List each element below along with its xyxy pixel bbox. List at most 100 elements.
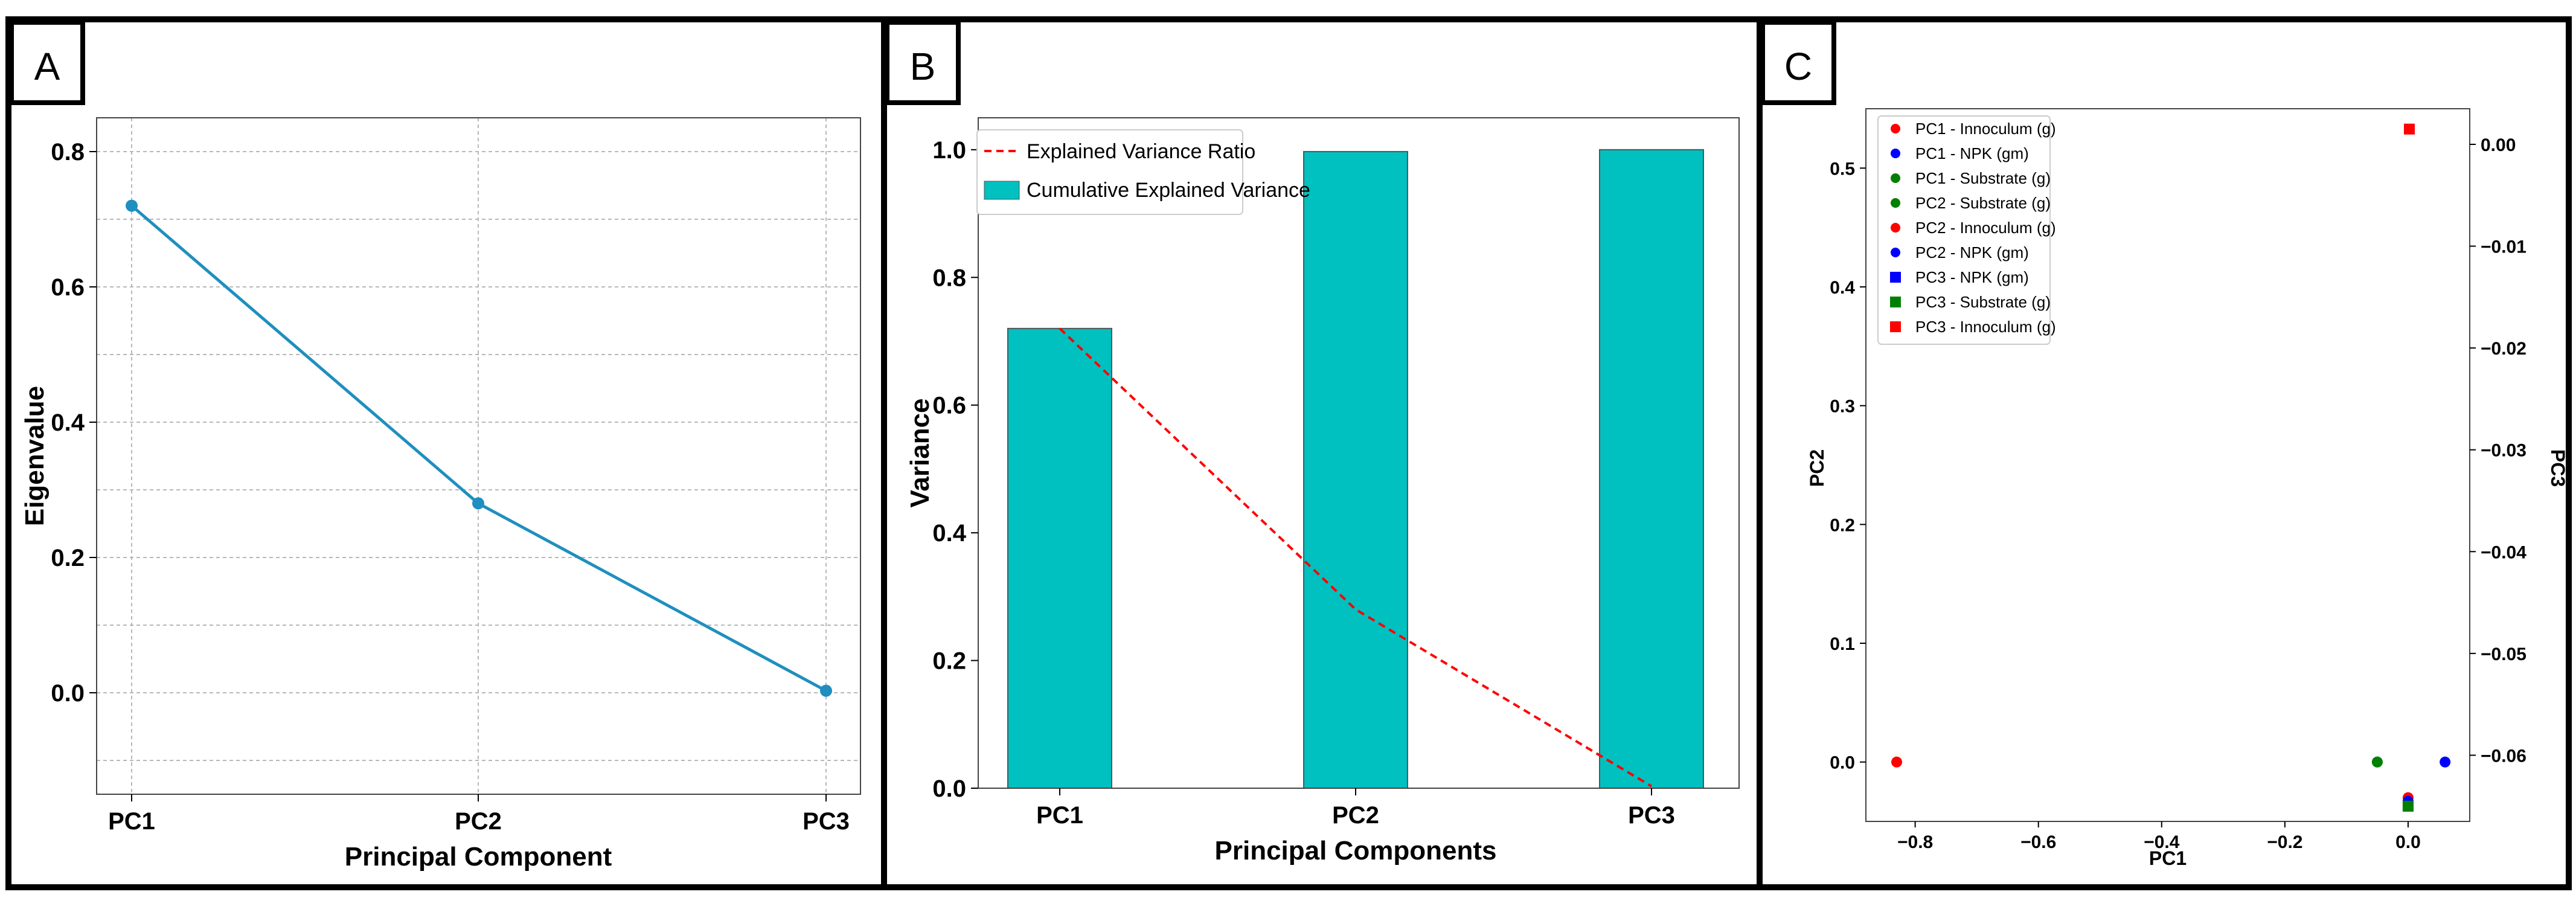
chart-a-ytick-label: 0.4	[51, 410, 85, 436]
chart-b-legend-box	[976, 129, 1243, 215]
chart-c-ytick-label: 0.0	[1830, 753, 1855, 773]
chart-c-y2-ticks: 0.00 −0.01 −0.02 −0.03 −0.04 −0.05 −0.06	[2470, 135, 2526, 766]
chart-c-point	[2371, 756, 2383, 768]
chart-a-ytick-label: 0.0	[51, 680, 85, 707]
chart-b-xtick-label: PC1	[1036, 802, 1083, 829]
chart-a-xtick-label: PC1	[108, 808, 155, 835]
chart-a-point	[820, 684, 832, 697]
chart-c-xtick-label: 0.0	[2395, 832, 2421, 852]
chart-c-y2tick-label: −0.02	[2481, 339, 2526, 359]
chart-b-bar	[1007, 327, 1112, 789]
chart-c-xtick-label: −0.2	[2267, 832, 2302, 852]
chart-a-ytick-label: 0.8	[51, 139, 85, 165]
chart-c-point	[2440, 756, 2451, 768]
chart-a-xtick-label: PC2	[455, 808, 502, 835]
chart-b-ytick-label: 0.6	[932, 393, 966, 419]
chart-c-xlabel: PC1	[2149, 847, 2187, 869]
chart-c-legend-box	[1877, 115, 2051, 345]
panel-c-letter-box	[1760, 20, 1836, 105]
chart-c-point	[2404, 123, 2415, 135]
chart-b-legend-bar-swatch	[984, 181, 1020, 200]
panel-c-frame	[1757, 16, 2572, 890]
chart-c-ytick-label: 0.2	[1830, 515, 1855, 535]
chart-a: 0.0 0.2 0.4 0.6 0.8 PC1 PC2 PC3 Principal Comp…	[20, 117, 861, 872]
chart-c-y-ticks: 0.0 0.1 0.2 0.3 0.4 0.5	[1830, 159, 1866, 773]
chart-c-legend-swatch	[1891, 173, 1900, 183]
chart-c-y2tick-label: −0.03	[2481, 441, 2526, 461]
chart-a-ytick-label: 0.6	[51, 274, 85, 301]
chart-c-ytick-label: 0.4	[1830, 278, 1855, 298]
chart-b-explained-variance-line	[1059, 327, 1653, 788]
chart-c-legend-label: PC3 - Innoculum (g)	[1915, 318, 2056, 336]
panel-a-letter-box	[9, 20, 85, 105]
chart-c-y2tick-label: −0.06	[2481, 746, 2526, 766]
chart-b-legend-label-ratio: Explained Variance Ratio	[1027, 140, 1255, 163]
chart-c-legend-label: PC1 - Substrate (g)	[1915, 169, 2051, 187]
chart-c-legend-swatch	[1890, 272, 1901, 283]
chart-b-xtick-label: PC3	[1628, 802, 1675, 829]
chart-c-ytick-label: 0.1	[1830, 634, 1855, 654]
chart-c-y2label: PC3	[2547, 449, 2569, 487]
chart-b-ytick-label: 0.2	[932, 648, 966, 675]
chart-b-x-ticks: PC1 PC2 PC3	[1036, 788, 1675, 829]
chart-b-y-ticks: 0.0 0.2 0.4 0.6 0.8 1.0	[932, 137, 978, 802]
chart-c-legend-swatch	[1890, 321, 1901, 332]
chart-c-legend-label: PC1 - Innoculum (g)	[1915, 120, 2056, 138]
chart-c-legend-swatch	[1890, 297, 1901, 307]
chart-c-legend-label: PC2 - Innoculum (g)	[1915, 219, 2056, 237]
chart-c-x-ticks: −0.8 −0.6 −0.4 −0.2 0.0	[1897, 821, 2421, 852]
chart-c-ytick-label: 0.3	[1830, 397, 1855, 417]
chart-a-x-ticks: PC1 PC2 PC3	[108, 794, 850, 835]
chart-c: −0.8 −0.6 −0.4 −0.2 0.0 0.0 0.1 0.2 0.3 0.4 0.5 0…	[1806, 108, 2569, 869]
chart-c-ylabel: PC2	[1806, 449, 1828, 487]
chart-b-bars	[1007, 149, 1704, 789]
panel-b-letter-box	[885, 20, 961, 105]
chart-c-legend-swatch	[1891, 124, 1900, 133]
chart-a-xlabel: Principal Component	[345, 842, 612, 872]
chart-c-point	[2402, 800, 2414, 812]
chart-c-points	[1891, 123, 2451, 812]
chart-c-legend-label: PC2 - Substrate (g)	[1915, 194, 2051, 212]
chart-b-legend: Explained Variance Ratio Cumulative Expl…	[976, 129, 1310, 215]
chart-b-ytick-label: 0.4	[932, 520, 966, 547]
chart-b-bar	[1599, 149, 1704, 789]
chart-c-xtick-label: −0.6	[2020, 832, 2056, 852]
chart-a-y-ticks: 0.0 0.2 0.4 0.6 0.8	[51, 139, 97, 707]
panel-c-letter: C	[1784, 45, 1812, 88]
chart-c-legend-swatch	[1891, 248, 1900, 257]
chart-c-legend: PC1 - Innoculum (g) PC1 - NPK (gm) PC1 - S…	[1877, 115, 2056, 345]
chart-c-legend-label: PC1 - NPK (gm)	[1915, 144, 2029, 162]
chart-c-ytick-label: 0.5	[1830, 159, 1855, 179]
chart-c-y2tick-label: −0.04	[2481, 542, 2526, 562]
chart-c-legend-label: PC2 - NPK (gm)	[1915, 243, 2029, 262]
chart-b-xlabel: Principal Components	[1215, 836, 1497, 866]
panel-b-letter: B	[910, 45, 936, 88]
chart-a-point	[472, 497, 484, 510]
chart-c-point	[1891, 756, 1903, 768]
chart-c-legend-label: PC3 - Substrate (g)	[1915, 293, 2051, 311]
chart-b-legend-label-cumulative: Cumulative Explained Variance	[1027, 179, 1310, 202]
chart-c-xtick-label: −0.8	[1897, 832, 1933, 852]
chart-c-legend-swatch	[1891, 149, 1900, 158]
panel-a-letter: A	[34, 45, 60, 88]
chart-b-ytick-label: 0.8	[932, 265, 966, 291]
chart-c-y2tick-label: −0.05	[2481, 644, 2526, 664]
chart-c-plot-area	[1865, 108, 2470, 822]
chart-b-ytick-label: 0.0	[932, 776, 966, 802]
chart-c-xtick-label: −0.4	[2144, 832, 2180, 852]
chart-c-y2tick-label: 0.00	[2481, 135, 2516, 155]
chart-c-legend-swatch	[1891, 223, 1900, 233]
chart-a-points	[126, 199, 832, 697]
chart-c-y2tick-label: −0.01	[2481, 237, 2526, 257]
chart-a-ylabel: Eigenvalue	[20, 386, 50, 526]
chart-b-xtick-label: PC2	[1332, 802, 1379, 829]
chart-a-ytick-label: 0.2	[51, 545, 85, 571]
chart-c-legend-swatch	[1891, 198, 1900, 208]
chart-b-bar	[1303, 151, 1408, 789]
chart-b-plot-area	[978, 117, 1740, 789]
chart-b: 0.0 0.2 0.4 0.6 0.8 1.0 PC1 PC2 PC3 Explained V…	[905, 117, 1740, 866]
chart-a-xtick-label: PC3	[803, 808, 850, 835]
chart-c-legend-label: PC3 - NPK (gm)	[1915, 268, 2029, 286]
chart-b-ytick-label: 1.0	[932, 137, 966, 164]
